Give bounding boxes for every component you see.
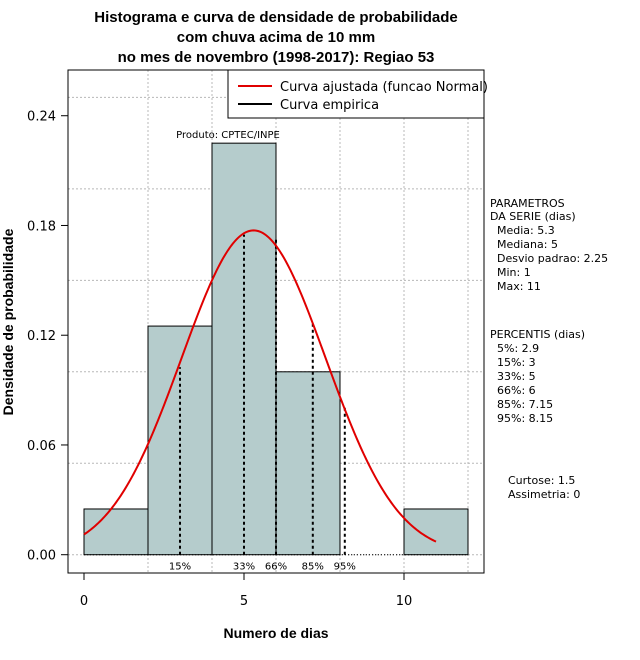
y-tick-label: 0.12 (27, 329, 56, 344)
legend-label-fitted: Curva ajustada (funcao Normal) (280, 80, 488, 95)
legend-label-empirical: Curva empirica (280, 98, 379, 113)
x-axis: 0 5 10 (80, 572, 413, 609)
percentile-label: 33% (233, 562, 255, 573)
title-line-2: com chuva acima de 10 mm (177, 29, 375, 46)
percentis-line: 15%: 3 (490, 356, 536, 369)
assimetria-text: Assimetria: 0 (508, 488, 580, 501)
title-line-3: no mes de novembro (1998-2017): Regiao 5… (118, 49, 435, 66)
x-tick-label: 5 (240, 594, 248, 609)
percentis-line: 85%: 7.15 (490, 398, 553, 411)
y-tick-label: 0.06 (27, 439, 56, 454)
parametros-line: Media: 5.3 (490, 224, 555, 237)
percentile-labels: 15% 33% 66% 85% 95% (169, 562, 356, 573)
percentis-line: 5%: 2.9 (490, 342, 539, 355)
parametros-line: DA SERIE (dias) (490, 210, 576, 223)
chart-title: Histograma e curva de densidade de proba… (94, 9, 457, 66)
percentile-label: 15% (169, 562, 191, 573)
y-axis: 0.00 0.06 0.12 0.18 0.24 (27, 110, 69, 564)
y-axis-label: Densidade de probabilidade (0, 228, 16, 415)
legend-box (227, 69, 485, 119)
percentile-label: 95% (334, 562, 356, 573)
percentis-line: 95%: 8.15 (490, 412, 553, 425)
fitted-normal-curve (83, 229, 437, 543)
y-tick-label: 0.00 (27, 549, 56, 564)
x-tick-label: 10 (396, 594, 413, 609)
parametros-line: PARAMETROS (490, 197, 565, 210)
parametros-line: Min: 1 (490, 266, 531, 279)
parametros-line: Mediana: 5 (490, 238, 558, 251)
parametros-line: Max: 11 (490, 280, 541, 293)
normal-curve (83, 229, 437, 543)
y-tick-label: 0.24 (27, 110, 56, 125)
histogram-bar (275, 371, 341, 556)
legend: Curva ajustada (funcao Normal) Curva emp… (227, 69, 488, 119)
percentis-line: 66%: 6 (490, 384, 536, 397)
product-annotation: Produto: CPTEC/INPE (176, 130, 280, 141)
parametros-line: Desvio padrao: 2.25 (490, 252, 608, 265)
x-axis-label: Numero de dias (223, 625, 328, 641)
title-line-1: Histograma e curva de densidade de proba… (94, 9, 457, 26)
percentile-label: 66% (265, 562, 287, 573)
y-tick-label: 0.18 (27, 219, 56, 234)
histogram-bar (83, 508, 149, 556)
percentile-label: 85% (302, 562, 324, 573)
curtose-text: Curtose: 1.5 (508, 474, 575, 487)
percentis-line: PERCENTIS (dias) (490, 328, 585, 341)
x-tick-label: 0 (80, 594, 88, 609)
percentis-line: 33%: 5 (490, 370, 536, 383)
histogram-bar (403, 508, 469, 556)
statistics-panel: PARAMETROS DA SERIE (dias) Media: 5.3 Me… (490, 197, 608, 501)
percentile-lines (179, 234, 346, 555)
